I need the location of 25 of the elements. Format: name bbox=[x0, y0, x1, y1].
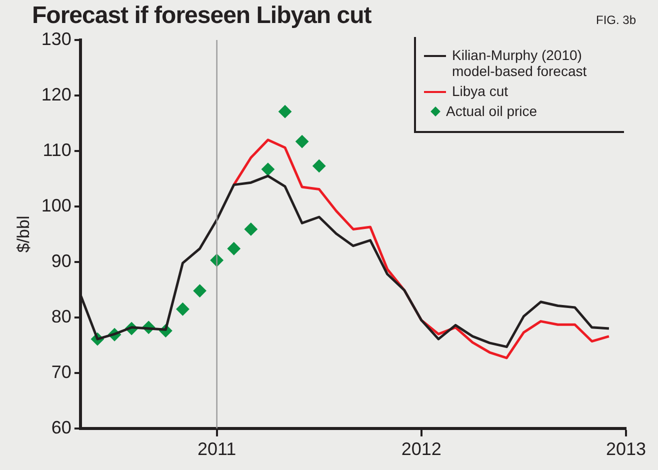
legend-label: Libya cut bbox=[452, 83, 508, 99]
y-tick-label: 110 bbox=[42, 140, 72, 160]
point bbox=[227, 242, 240, 256]
y-tick-label: 70 bbox=[51, 362, 72, 382]
y-tick-label: 80 bbox=[51, 306, 72, 326]
legend-label: Kilian-Murphy (2010) model-based forecast bbox=[452, 47, 588, 79]
point bbox=[312, 159, 326, 172]
x-tick-label: 2011 bbox=[197, 439, 236, 460]
y-tick-label: 90 bbox=[51, 250, 72, 271]
legend-label: Actual oil price bbox=[446, 103, 538, 119]
chart-title: Forecast if foreseen Libyan cut bbox=[32, 2, 372, 30]
point bbox=[193, 284, 206, 298]
y-tick-label: 100 bbox=[41, 195, 72, 216]
point bbox=[244, 222, 258, 236]
point bbox=[176, 302, 190, 316]
y-tick-label: 130 bbox=[41, 28, 72, 49]
y-tick-label: 60 bbox=[51, 417, 72, 438]
point bbox=[296, 135, 309, 148]
x-tick-label: 2012 bbox=[401, 439, 442, 460]
point bbox=[261, 162, 274, 176]
point bbox=[278, 105, 292, 118]
y-tick-label: 120 bbox=[41, 84, 72, 104]
caption: FIG. 3b bbox=[596, 13, 636, 27]
y-axis-title: $/bbl bbox=[14, 216, 33, 253]
x-tick-label: 2013 bbox=[606, 439, 646, 460]
